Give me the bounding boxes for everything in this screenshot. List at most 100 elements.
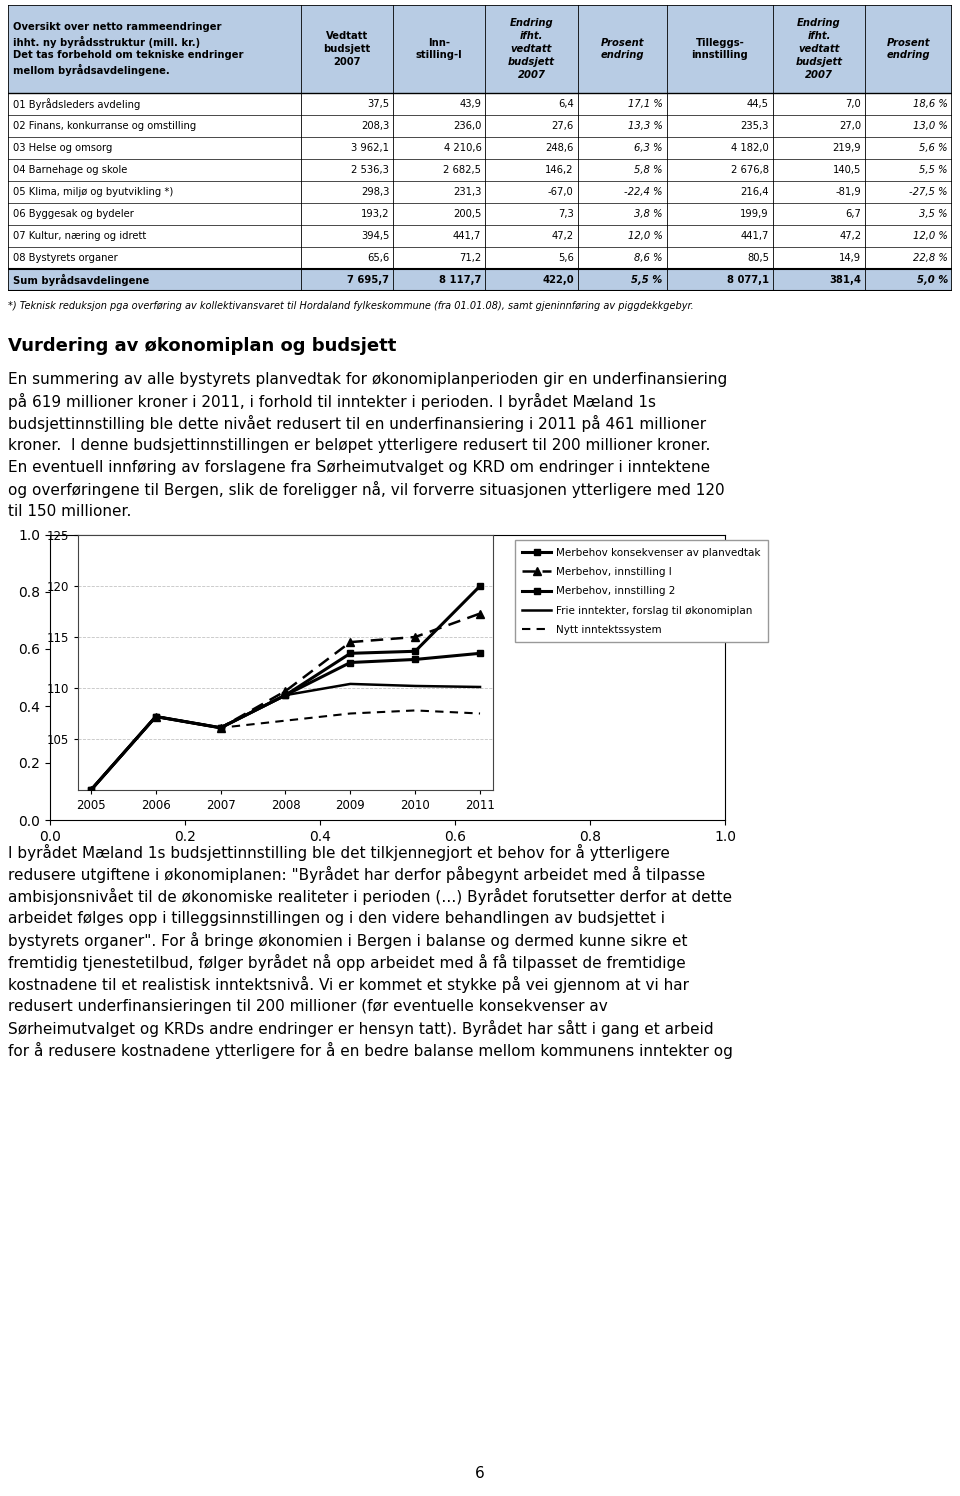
Text: 146,2: 146,2 — [545, 165, 574, 175]
Text: 13,0 %: 13,0 % — [913, 121, 948, 132]
Text: 18,6 %: 18,6 % — [913, 99, 948, 109]
Text: redusere utgiftene i økonomiplanen: "Byrådet har derfor påbegynt arbeidet med å : redusere utgiftene i økonomiplanen: "Byr… — [8, 866, 706, 883]
Text: 43,9: 43,9 — [460, 99, 481, 109]
Text: 231,3: 231,3 — [453, 187, 481, 197]
Text: 6,4: 6,4 — [558, 99, 574, 109]
Text: Vurdering av økonomiplan og budsjett: Vurdering av økonomiplan og budsjett — [8, 337, 396, 355]
Text: til 150 millioner.: til 150 millioner. — [8, 504, 132, 519]
Text: 7 695,7: 7 695,7 — [348, 275, 389, 286]
Bar — [8, 247, 952, 269]
Text: 441,7: 441,7 — [740, 230, 769, 241]
Text: 199,9: 199,9 — [740, 209, 769, 218]
Text: 235,3: 235,3 — [740, 121, 769, 132]
Text: 05 Klima, miljø og byutvikling *): 05 Klima, miljø og byutvikling *) — [13, 187, 173, 197]
Text: Vedtatt
budsjett
2007: Vedtatt budsjett 2007 — [324, 31, 371, 67]
Text: ambisjonsnivået til de økonomiske realiteter i perioden (…) Byrådet forutsetter : ambisjonsnivået til de økonomiske realit… — [8, 889, 732, 905]
Text: 08 Bystyrets organer: 08 Bystyrets organer — [13, 253, 118, 263]
Text: 441,7: 441,7 — [453, 230, 481, 241]
Text: -81,9: -81,9 — [835, 187, 861, 197]
Text: -67,0: -67,0 — [548, 187, 574, 197]
Text: 47,2: 47,2 — [839, 230, 861, 241]
Text: 6,7: 6,7 — [846, 209, 861, 218]
Text: En summering av alle bystyrets planvedtak for økonomiplanperioden gir en underfi: En summering av alle bystyrets planvedta… — [8, 373, 728, 387]
Text: Endring
ifht.
vedtatt
budsjett
2007: Endring ifht. vedtatt budsjett 2007 — [796, 18, 843, 79]
Bar — [8, 269, 952, 292]
Text: 6,3 %: 6,3 % — [635, 144, 662, 153]
Text: 2 682,5: 2 682,5 — [444, 165, 481, 175]
Text: 298,3: 298,3 — [361, 187, 389, 197]
Text: 6: 6 — [475, 1466, 485, 1481]
Text: 5,5 %: 5,5 % — [632, 275, 662, 286]
Text: 17,1 %: 17,1 % — [628, 99, 662, 109]
Text: 140,5: 140,5 — [833, 165, 861, 175]
Text: 7,0: 7,0 — [846, 99, 861, 109]
Text: 381,4: 381,4 — [829, 275, 861, 286]
Text: 5,0 %: 5,0 % — [917, 275, 948, 286]
Text: 22,8 %: 22,8 % — [913, 253, 948, 263]
Text: budsjettinnstilling ble dette nivået redusert til en underfinansiering i 2011 på: budsjettinnstilling ble dette nivået red… — [8, 414, 707, 432]
Bar — [8, 224, 952, 247]
Text: 14,9: 14,9 — [839, 253, 861, 263]
Text: -27,5 %: -27,5 % — [909, 187, 948, 197]
Text: 13,3 %: 13,3 % — [628, 121, 662, 132]
Text: 12,0 %: 12,0 % — [628, 230, 662, 241]
Text: Prosent
endring: Prosent endring — [887, 37, 930, 60]
Text: 216,4: 216,4 — [740, 187, 769, 197]
Text: Sørheimutvalget og KRDs andre endringer er hensyn tatt). Byrådet har sått i gang: Sørheimutvalget og KRDs andre endringer … — [8, 1020, 713, 1037]
Text: -22,4 %: -22,4 % — [624, 187, 662, 197]
Text: 422,0: 422,0 — [542, 275, 574, 286]
Text: 8 077,1: 8 077,1 — [727, 275, 769, 286]
Text: 193,2: 193,2 — [361, 209, 389, 218]
Text: Tilleggs-
innstilling: Tilleggs- innstilling — [691, 37, 748, 60]
Text: 3,8 %: 3,8 % — [635, 209, 662, 218]
Text: arbeidet følges opp i tilleggsinnstillingen og i den videre behandlingen av buds: arbeidet følges opp i tilleggsinnstillin… — [8, 911, 665, 926]
Text: Prosent
endring: Prosent endring — [600, 37, 644, 60]
Text: 3 962,1: 3 962,1 — [351, 144, 389, 153]
Text: 4 210,6: 4 210,6 — [444, 144, 481, 153]
Text: 394,5: 394,5 — [361, 230, 389, 241]
Text: 236,0: 236,0 — [453, 121, 481, 132]
Bar — [8, 159, 952, 181]
Text: 07 Kultur, næring og idrett: 07 Kultur, næring og idrett — [13, 230, 146, 241]
Text: 12,0 %: 12,0 % — [913, 230, 948, 241]
Text: 47,2: 47,2 — [552, 230, 574, 241]
Text: 65,6: 65,6 — [367, 253, 389, 263]
Bar — [8, 4, 952, 93]
Bar — [8, 93, 952, 115]
Text: 5,6: 5,6 — [558, 253, 574, 263]
Text: 8,6 %: 8,6 % — [635, 253, 662, 263]
Text: 03 Helse og omsorg: 03 Helse og omsorg — [13, 144, 112, 153]
Text: 44,5: 44,5 — [747, 99, 769, 109]
Text: I byrådet Mæland 1s budsjettinnstilling ble det tilkjennegjort et behov for å yt: I byrådet Mæland 1s budsjettinnstilling … — [8, 844, 670, 862]
Text: 01 Byrådsleders avdeling: 01 Byrådsleders avdeling — [13, 99, 140, 109]
Bar — [8, 181, 952, 203]
Legend: Merbehov konsekvenser av planvedtak, Merbehov, innstilling I, Merbehov, innstill: Merbehov konsekvenser av planvedtak, Mer… — [515, 540, 768, 642]
Text: 27,0: 27,0 — [839, 121, 861, 132]
Text: kroner.  I denne budsjettinnstillingen er beløpet ytterligere redusert til 200 m: kroner. I denne budsjettinnstillingen er… — [8, 438, 710, 453]
Text: på 619 millioner kroner i 2011, i forhold til inntekter i perioden. I byrådet Mæ: på 619 millioner kroner i 2011, i forhol… — [8, 393, 656, 410]
Text: 219,9: 219,9 — [832, 144, 861, 153]
Text: 8 117,7: 8 117,7 — [439, 275, 481, 286]
Bar — [8, 115, 952, 138]
Text: 02 Finans, konkurranse og omstilling: 02 Finans, konkurranse og omstilling — [13, 121, 196, 132]
Text: 3,5 %: 3,5 % — [920, 209, 948, 218]
Text: 5,5 %: 5,5 % — [920, 165, 948, 175]
Text: 71,2: 71,2 — [459, 253, 481, 263]
Text: *) Teknisk reduksjon pga overføring av kollektivansvaret til Hordaland fylkeskom: *) Teknisk reduksjon pga overføring av k… — [8, 301, 694, 311]
Text: 5,8 %: 5,8 % — [635, 165, 662, 175]
Text: 2 676,8: 2 676,8 — [731, 165, 769, 175]
Text: En eventuell innføring av forslagene fra Sørheimutvalget og KRD om endringer i i: En eventuell innføring av forslagene fra… — [8, 459, 710, 476]
Text: fremtidig tjenestetilbud, følger byrådet nå opp arbeidet med å få tilpasset de f: fremtidig tjenestetilbud, følger byrådet… — [8, 954, 685, 971]
Text: 200,5: 200,5 — [453, 209, 481, 218]
Text: 37,5: 37,5 — [367, 99, 389, 109]
Bar — [8, 203, 952, 224]
Text: 7,3: 7,3 — [558, 209, 574, 218]
Bar — [8, 138, 952, 159]
Text: 2 536,3: 2 536,3 — [351, 165, 389, 175]
Text: 4 182,0: 4 182,0 — [732, 144, 769, 153]
Text: Sum byrådsavdelingene: Sum byrådsavdelingene — [13, 274, 149, 286]
Text: og overføringene til Bergen, slik de foreligger nå, vil forverre situasjonen ytt: og overføringene til Bergen, slik de for… — [8, 482, 725, 498]
Text: 248,6: 248,6 — [545, 144, 574, 153]
Text: redusert underfinansieringen til 200 millioner (før eventuelle konsekvenser av: redusert underfinansieringen til 200 mil… — [8, 999, 608, 1014]
Text: 06 Byggesak og bydeler: 06 Byggesak og bydeler — [13, 209, 133, 218]
